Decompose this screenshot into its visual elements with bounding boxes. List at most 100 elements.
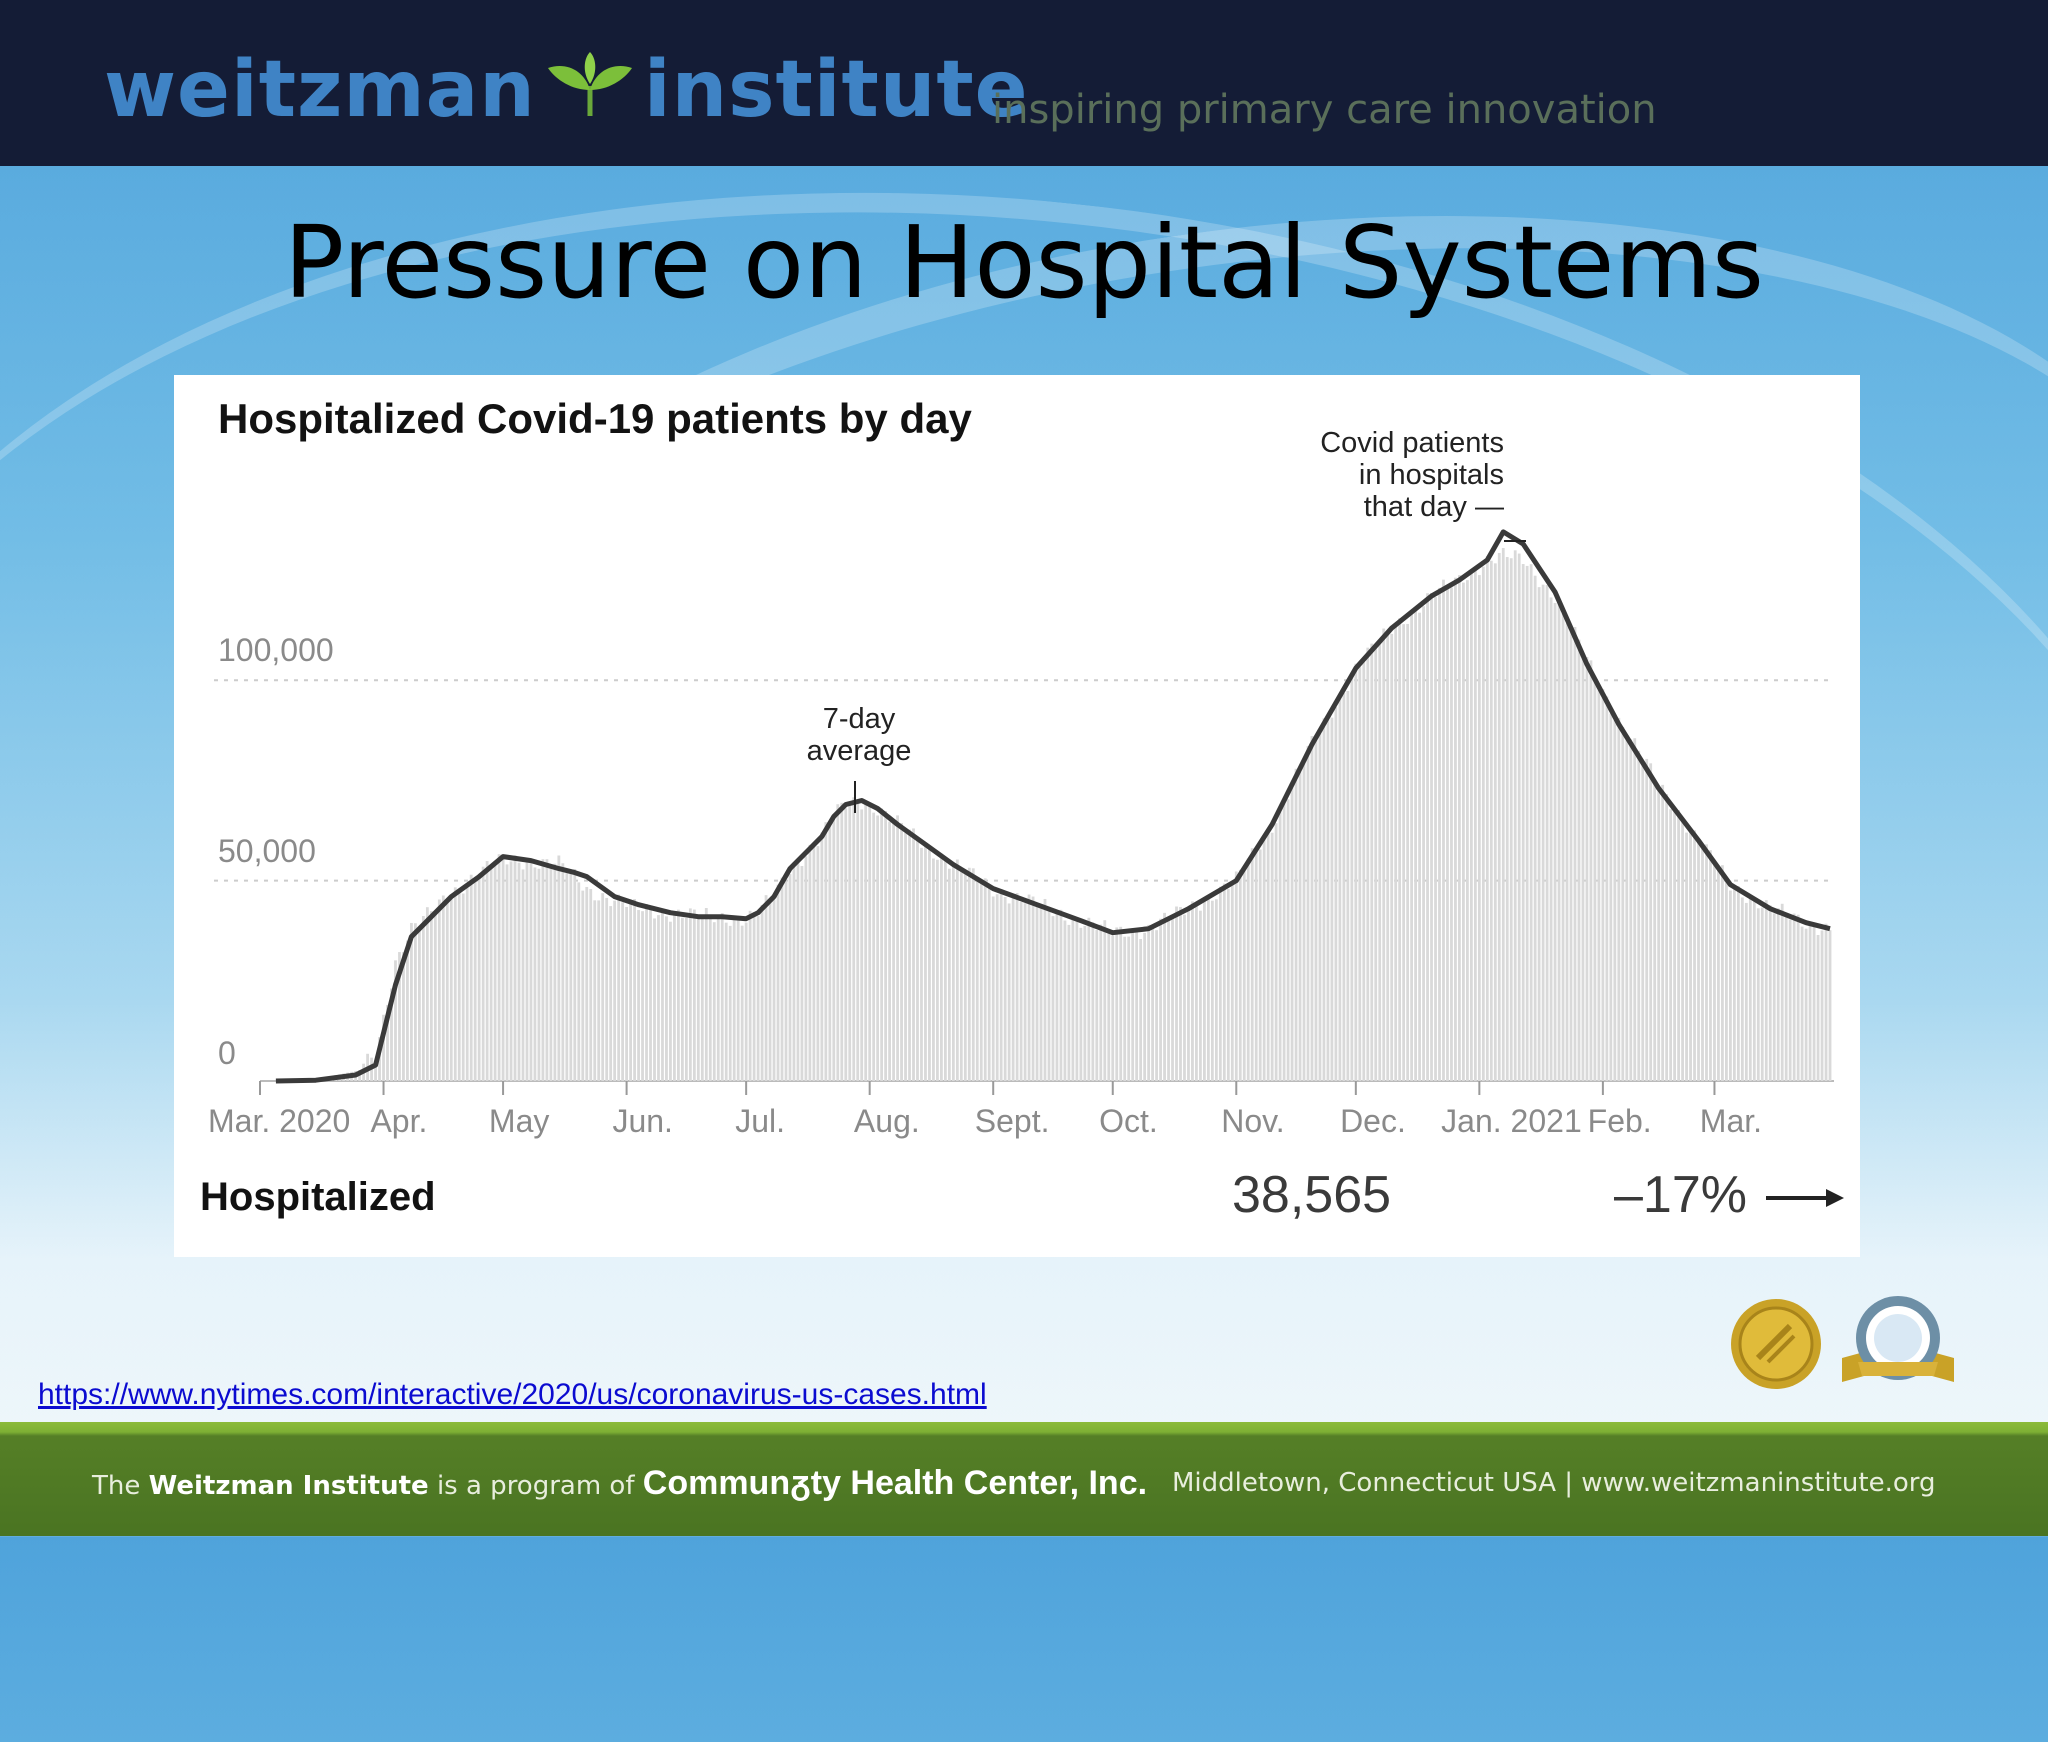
hospitalized-bar	[864, 804, 867, 1081]
hospitalized-bar	[1613, 720, 1616, 1081]
hospitalized-bar	[1167, 919, 1170, 1081]
hospitalized-bar	[633, 899, 636, 1081]
y-tick-label: 100,000	[218, 632, 334, 669]
hospitalized-bar	[1590, 660, 1593, 1081]
hospitalized-bar	[876, 815, 879, 1081]
hospitalized-bar	[1490, 561, 1493, 1081]
hospitalized-bar	[749, 911, 752, 1081]
summary-change: –17%	[1614, 1165, 1747, 1225]
hospitalized-bar	[1657, 787, 1660, 1081]
hospitalized-bar	[1653, 779, 1656, 1081]
hospitalized-bar	[1020, 902, 1023, 1081]
hospitalized-bar	[1147, 925, 1150, 1081]
hospitalized-bar	[1478, 575, 1481, 1081]
hospitalized-bar	[1689, 829, 1692, 1081]
hospitalized-bar	[1709, 850, 1712, 1081]
hospitalized-bar	[637, 910, 640, 1081]
hospitalized-bar	[1211, 901, 1214, 1081]
hospitalized-bar	[745, 923, 748, 1081]
hospitalized-bar	[494, 865, 497, 1081]
hospitalized-bar	[1558, 601, 1561, 1081]
hospitalized-bar	[653, 918, 656, 1081]
hospitalized-bar	[1095, 930, 1098, 1081]
hospitalized-bar	[932, 859, 935, 1081]
hospitalized-bar	[1729, 890, 1732, 1081]
brand-tagline: inspiring primary care innovation	[992, 90, 1657, 130]
hospitalized-bar	[1107, 930, 1110, 1081]
hospitalized-bar	[1454, 578, 1457, 1081]
hospitalized-bar	[430, 911, 433, 1081]
x-tick-label: Mar.	[1700, 1103, 1762, 1140]
hospitalized-bar	[1797, 915, 1800, 1081]
hospitalized-bar	[1538, 587, 1541, 1081]
hospitalized-bar	[589, 889, 592, 1081]
hospitalized-bar	[709, 915, 712, 1081]
hospitalized-bar	[721, 913, 724, 1081]
hospitalized-bar	[1183, 915, 1186, 1081]
brand-word-weitzman: weitzman	[104, 45, 536, 135]
hospitalized-bar	[518, 863, 521, 1081]
hospitalized-bar	[1526, 566, 1529, 1081]
hospitalized-bar	[629, 899, 632, 1081]
summary-label: Hospitalized	[200, 1175, 436, 1220]
hospitalized-bar	[1259, 850, 1262, 1081]
hospitalized-bar	[1482, 567, 1485, 1081]
hospitalized-bar	[1012, 896, 1015, 1081]
hospitalized-bar	[1283, 801, 1286, 1081]
hospitalized-bar	[478, 878, 481, 1081]
hospitalized-bar	[561, 863, 564, 1081]
hospitalized-bar	[1418, 613, 1421, 1081]
source-link[interactable]: https://www.nytimes.com/interactive/2020…	[38, 1378, 987, 1412]
hospitalized-bar	[820, 833, 823, 1081]
hospitalized-bar	[860, 809, 863, 1081]
hospitalized-bar	[1315, 739, 1318, 1081]
hospitalized-bar	[625, 907, 628, 1081]
ncqa-seal-icon	[1834, 1292, 1962, 1396]
hospitalized-bar	[1745, 903, 1748, 1081]
seven-day-average-annotation: 7-day average	[784, 703, 934, 767]
hospitalized-bar	[661, 909, 664, 1081]
hospitalized-bar	[617, 895, 620, 1081]
hospitalized-bar	[1191, 901, 1194, 1081]
hospitalized-bar	[486, 861, 489, 1081]
hospitalized-bar	[812, 847, 815, 1081]
hospitalized-bar	[1303, 763, 1306, 1081]
hospitalized-bar	[573, 869, 576, 1081]
hospitalized-bar	[737, 917, 740, 1081]
hospitalized-bar	[1510, 558, 1513, 1081]
hospitalized-bar	[1103, 920, 1106, 1081]
hospitalized-bar	[1338, 693, 1341, 1081]
hospitalized-bar	[510, 861, 513, 1081]
hospitalized-bar	[952, 864, 955, 1081]
hospitalized-bar	[761, 905, 764, 1081]
hospitalized-bar	[1753, 898, 1756, 1081]
hospitalized-bar	[1187, 910, 1190, 1081]
hospitalized-bar	[1617, 718, 1620, 1081]
hospitalized-bar	[701, 915, 704, 1081]
hospitalized-bar	[434, 911, 437, 1081]
hospitalized-bar	[888, 822, 891, 1081]
hospitalized-bar	[968, 868, 971, 1081]
hospitalized-bar	[1370, 644, 1373, 1081]
hospitalized-bar	[1139, 939, 1142, 1081]
hospitalized-bar	[1446, 585, 1449, 1081]
hospitalized-bar	[844, 808, 847, 1081]
hospitalized-bar	[717, 916, 720, 1081]
hospitalized-bar	[1594, 677, 1597, 1081]
hospitalized-bar	[1410, 612, 1413, 1081]
hospitalized-bar	[956, 859, 959, 1081]
hospitalized-bar	[581, 891, 584, 1081]
hospitalized-bar	[1199, 911, 1202, 1081]
hospitalized-bar	[1789, 919, 1792, 1081]
hospitalized-bar	[948, 869, 951, 1081]
footer-org-name: Weitzman Institute	[149, 1471, 429, 1501]
hospitalized-bar	[1331, 718, 1334, 1081]
hospitalized-bar	[944, 859, 947, 1081]
hospitalized-bar	[1000, 889, 1003, 1081]
hospitalized-bar	[904, 833, 907, 1081]
hospitalized-bar	[1685, 833, 1688, 1081]
hospitalized-bar	[1319, 733, 1322, 1081]
hospitalized-bar	[753, 912, 756, 1081]
hospitalized-bar	[1737, 886, 1740, 1081]
